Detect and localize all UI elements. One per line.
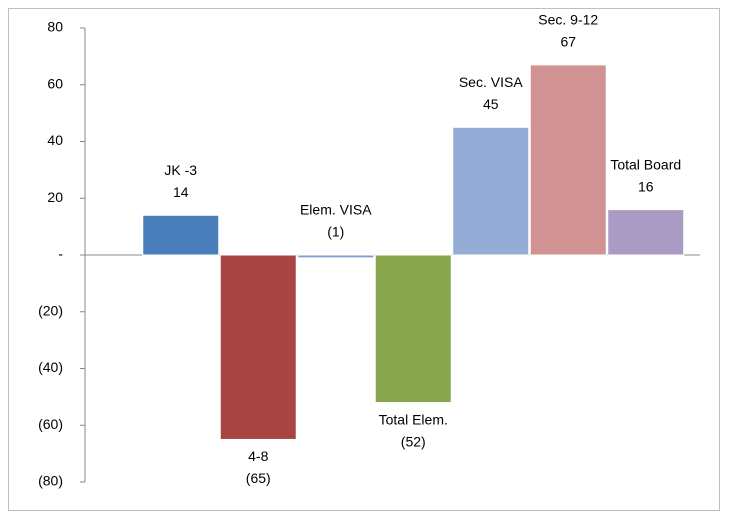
y-tick-label: 60 [47, 75, 63, 91]
chart-frame [8, 8, 720, 511]
y-tick-label: (40) [38, 359, 63, 375]
bar [219, 254, 297, 440]
value-label: 67 [560, 34, 576, 50]
y-tick-label: (20) [38, 302, 63, 318]
value-label: (1) [327, 224, 344, 240]
value-label: (52) [401, 433, 426, 449]
category-label: Sec. 9-12 [538, 12, 598, 28]
y-tick-label: 40 [47, 132, 63, 148]
bar [529, 64, 607, 256]
bar [452, 126, 530, 256]
y-tick-label: (60) [38, 416, 63, 432]
value-label: 14 [173, 184, 189, 200]
y-tick-label: 20 [47, 189, 63, 205]
category-label: Total Board [610, 156, 681, 172]
bar [607, 209, 685, 256]
category-label: Elem. VISA [300, 202, 372, 218]
value-label: (65) [246, 470, 271, 486]
category-label: Sec. VISA [459, 74, 523, 90]
value-label: 45 [483, 96, 499, 112]
bar [374, 254, 452, 404]
y-tick-label: - [58, 246, 63, 262]
bar [142, 214, 220, 256]
bar [297, 254, 375, 259]
category-label: 4-8 [248, 448, 268, 464]
y-tick-label: (80) [38, 473, 63, 489]
value-label: 16 [638, 178, 654, 194]
category-label: JK -3 [164, 162, 197, 178]
y-tick-label: 80 [47, 19, 63, 35]
category-label: Total Elem. [379, 411, 448, 427]
